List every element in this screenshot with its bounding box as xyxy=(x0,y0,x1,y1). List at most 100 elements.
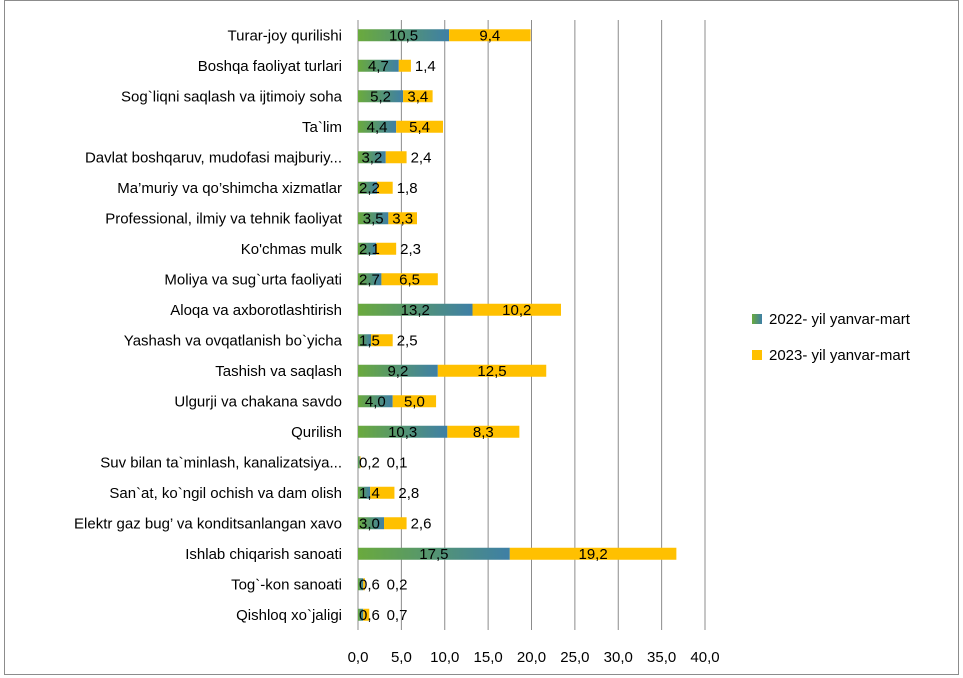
category-label: Moliya va sug`urta faoliyati xyxy=(164,271,342,288)
category-label: Suv bilan ta`minlash, kanalizatsiya... xyxy=(100,454,342,471)
legend-swatch-2022 xyxy=(752,314,762,324)
bar-2022 xyxy=(358,517,385,530)
data-label-2022: 4,4 xyxy=(367,119,388,136)
x-tick-label: 35,0 xyxy=(647,649,676,666)
x-tick-label: 20,0 xyxy=(517,649,546,666)
category-label: San`at, ko`ngil ochish va dam olish xyxy=(109,485,342,502)
data-label-2023: 19,2 xyxy=(578,546,607,563)
bar-2023 xyxy=(371,334,393,347)
data-label-2023: 8,3 xyxy=(473,424,494,441)
bar-2022 xyxy=(358,59,399,72)
bar-2023 xyxy=(381,273,438,286)
bar-2023 xyxy=(398,59,411,72)
category-label: Ishlab chiqarish sanoati xyxy=(185,546,342,563)
data-label-2023: 5,4 xyxy=(409,119,430,136)
data-label-2023: 10,2 xyxy=(502,302,531,319)
data-label-2023: 5,0 xyxy=(404,393,425,410)
category-label: Ulgurji va chakana savdo xyxy=(174,393,342,410)
data-label-2023: 2,8 xyxy=(398,485,419,502)
data-label-2023: 9,4 xyxy=(479,27,500,44)
bar-2023 xyxy=(447,425,520,438)
bar-2023 xyxy=(392,395,437,408)
bar-2022 xyxy=(358,181,378,194)
bar-2023 xyxy=(370,486,395,499)
category-label: Ta`lim xyxy=(302,119,342,136)
data-label-2022: 5,2 xyxy=(370,88,391,105)
bar-2023 xyxy=(403,90,433,103)
category-label: Boshqa faoliyat turlari xyxy=(198,58,342,75)
bar-2022 xyxy=(358,608,364,621)
data-label-2022: 2,1 xyxy=(359,241,380,258)
legend: 2022- yil yanvar-mart 2023- yil yanvar-m… xyxy=(752,311,911,364)
category-label: Ma’muriy va qo’shimcha xizmatlar xyxy=(117,180,342,197)
bar-2023 xyxy=(385,151,407,164)
data-label-2022: 3,2 xyxy=(361,149,382,166)
data-label-2022: 10,5 xyxy=(389,27,418,44)
bar-2022 xyxy=(358,364,438,377)
data-label-2023: 12,5 xyxy=(477,363,506,380)
bar-2023 xyxy=(376,242,397,255)
data-label-2022: 0,2 xyxy=(359,454,380,471)
legend-label-2022: 2022- yil yanvar-mart xyxy=(769,311,911,328)
data-label-2023: 3,3 xyxy=(392,210,413,227)
category-label: Professional, ilmiy va tehnik faoliyat xyxy=(105,210,343,227)
category-label: Sog`liqni saqlash va ijtimoiy soha xyxy=(121,88,343,105)
data-label-2022: 1,4 xyxy=(359,485,380,502)
data-label-2022: 0,6 xyxy=(359,607,380,624)
bar-2023 xyxy=(384,517,407,530)
bar-2022 xyxy=(358,273,382,286)
data-label-2023: 2,3 xyxy=(400,241,421,258)
data-label-2022: 1,5 xyxy=(359,332,380,349)
data-label-2023: 1,4 xyxy=(415,58,436,75)
bar-2023 xyxy=(363,608,370,621)
data-label-2022: 2,2 xyxy=(359,180,380,197)
data-label-2022: 9,2 xyxy=(387,363,408,380)
category-label: Turar-joy qurilishi xyxy=(228,27,342,44)
data-label-2022: 4,0 xyxy=(365,393,386,410)
legend-swatch-2023 xyxy=(752,350,762,360)
data-label-2023: 2,4 xyxy=(411,149,432,166)
bar-2023 xyxy=(437,364,547,377)
bar-2023 xyxy=(363,578,365,591)
bar-2022 xyxy=(358,90,404,103)
x-tick-label: 40,0 xyxy=(690,649,719,666)
data-label-2022: 13,2 xyxy=(401,302,430,319)
bar-2022 xyxy=(358,425,448,438)
data-label-2022: 0,6 xyxy=(359,576,380,593)
bar-2022 xyxy=(358,578,364,591)
bars xyxy=(358,29,677,621)
chart-frame xyxy=(4,0,959,675)
legend-label-2023: 2023- yil yanvar-mart xyxy=(769,347,911,364)
x-tick-label: 25,0 xyxy=(560,649,589,666)
category-label: Tog`-kon sanoati xyxy=(231,576,342,593)
bar-2022 xyxy=(358,395,393,408)
bar-2022 xyxy=(358,456,360,469)
data-label-2023: 2,6 xyxy=(411,515,432,532)
x-tick-label: 30,0 xyxy=(604,649,633,666)
bar-2023 xyxy=(396,120,444,133)
data-label-2022: 2,7 xyxy=(359,271,380,288)
bar-2022 xyxy=(358,242,377,255)
data-label-2022: 10,3 xyxy=(388,424,417,441)
category-label: Qurilish xyxy=(291,424,342,441)
bar-2022 xyxy=(358,547,510,560)
gridlines xyxy=(357,20,706,630)
x-tick-label: 5,0 xyxy=(391,649,412,666)
data-label-2023: 0,1 xyxy=(387,454,408,471)
data-label-2022: 17,5 xyxy=(419,546,448,563)
data-label-2023: 2,5 xyxy=(397,332,418,349)
category-label: Elektr gaz bug’ va konditsanlangan xavo xyxy=(74,515,342,532)
bar-2022 xyxy=(358,29,450,42)
data-label-2023: 0,7 xyxy=(387,607,408,624)
bar-2022 xyxy=(358,486,371,499)
x-tick-label: 10,0 xyxy=(430,649,459,666)
category-label: Davlat boshqaruv, mudofasi majburiy... xyxy=(85,149,342,166)
bar-2022 xyxy=(358,151,386,164)
category-labels: Turar-joy qurilishi Boshqa faoliyat turla… xyxy=(74,27,343,624)
bar-2023 xyxy=(388,212,417,225)
data-label-2023: 1,8 xyxy=(397,180,418,197)
data-label-2023: 3,4 xyxy=(407,88,428,105)
x-tick-label: 15,0 xyxy=(474,649,503,666)
data-label-2022: 3,0 xyxy=(359,515,380,532)
